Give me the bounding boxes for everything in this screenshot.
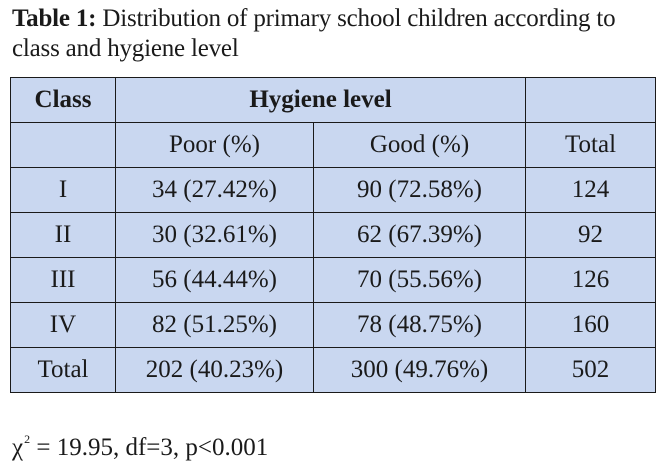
hygiene-distribution-table: Class Hygiene level Poor (%) Good (%) To… bbox=[10, 77, 657, 393]
subheader-empty bbox=[10, 122, 116, 168]
table-total-row: Total 202 (40.23%) 300 (49.76%) 502 bbox=[10, 347, 657, 393]
cell-good: 70 (55.56%) bbox=[312, 257, 527, 303]
table-row: IV 82 (51.25%) 78 (48.75%) 160 bbox=[10, 302, 657, 348]
header-poor: Poor (%) bbox=[115, 122, 314, 168]
table-subheader-row: Poor (%) Good (%) Total bbox=[10, 122, 657, 168]
cell-poor: 34 (27.42%) bbox=[115, 167, 314, 213]
cell-total: 160 bbox=[525, 302, 657, 348]
cell-class: III bbox=[10, 257, 116, 303]
header-empty bbox=[525, 77, 657, 123]
table-header-row: Class Hygiene level bbox=[10, 77, 657, 123]
cell-class: Total bbox=[10, 347, 116, 393]
table-caption-label: Table 1: bbox=[12, 5, 97, 32]
cell-total: 126 bbox=[525, 257, 657, 303]
chi-superscript: 2 bbox=[24, 432, 31, 446]
header-total: Total bbox=[525, 122, 657, 168]
cell-good: 90 (72.58%) bbox=[312, 167, 527, 213]
cell-poor: 30 (32.61%) bbox=[115, 212, 314, 258]
cell-good: 62 (67.39%) bbox=[312, 212, 527, 258]
table-row: I 34 (27.42%) 90 (72.58%) 124 bbox=[10, 167, 657, 213]
cell-total: 92 bbox=[525, 212, 657, 258]
cell-class: IV bbox=[10, 302, 116, 348]
cell-poor: 82 (51.25%) bbox=[115, 302, 314, 348]
cell-good: 300 (49.76%) bbox=[312, 347, 527, 393]
table-caption-text: Distribution of primary school children … bbox=[12, 5, 616, 62]
header-hygiene-level: Hygiene level bbox=[114, 77, 527, 123]
cell-poor: 56 (44.44%) bbox=[115, 257, 314, 303]
table-row: III 56 (44.44%) 70 (55.56%) 126 bbox=[10, 257, 657, 303]
statistics-footnote: χ2 = 19.95, df=3, p<0.001 bbox=[12, 424, 268, 463]
header-class: Class bbox=[10, 77, 116, 123]
chi-symbol: χ bbox=[12, 434, 24, 461]
footnote-text: = 19.95, df=3, p<0.001 bbox=[30, 434, 269, 461]
cell-class: II bbox=[10, 212, 116, 258]
cell-total: 502 bbox=[525, 347, 657, 393]
table-row: II 30 (32.61%) 62 (67.39%) 92 bbox=[10, 212, 657, 258]
cell-good: 78 (48.75%) bbox=[312, 302, 527, 348]
cell-class: I bbox=[10, 167, 116, 213]
table-caption: Table 1: Distribution of primary school … bbox=[12, 4, 662, 64]
cell-poor: 202 (40.23%) bbox=[115, 347, 314, 393]
cell-total: 124 bbox=[525, 167, 657, 213]
header-good: Good (%) bbox=[312, 122, 527, 168]
